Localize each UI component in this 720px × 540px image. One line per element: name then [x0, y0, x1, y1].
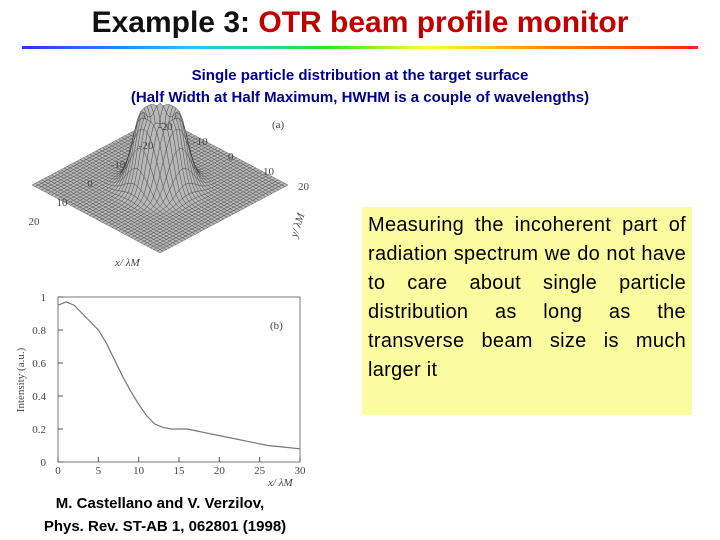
- axis-label: x/ λM: [114, 257, 140, 269]
- surface-plot: [31, 102, 289, 254]
- annotation: (b): [270, 320, 283, 332]
- tick-label: 20: [298, 181, 310, 193]
- title-lead: Example 3:: [92, 6, 250, 39]
- y-tick-label: 0.4: [32, 391, 46, 403]
- subtitle: Single particle distribution at the targ…: [192, 67, 529, 84]
- x-tick-label: 25: [254, 465, 266, 477]
- x-tick-label: 5: [96, 465, 102, 477]
- y-axis-label: Intensity (a.u.): [15, 347, 27, 412]
- note-box: Measuring the incoherent part of radiati…: [362, 207, 692, 415]
- tick-label: 10: [263, 166, 275, 178]
- subtitle: (Half Width at Half Maximum, HWHM is a c…: [131, 89, 589, 106]
- axis-label: y/ λM: [288, 211, 308, 240]
- x-tick-label: 30: [295, 465, 307, 477]
- y-tick-label: 0.8: [32, 325, 46, 337]
- y-tick-label: 0: [41, 457, 47, 469]
- tick-label: 0: [228, 151, 234, 163]
- citation: Phys. Rev. ST-AB 1, 062801 (1998): [44, 518, 286, 535]
- tick-label: -10: [193, 136, 208, 148]
- y-tick-label: 0.6: [32, 358, 46, 370]
- x-tick-label: 15: [174, 465, 186, 477]
- tick-label: 0: [87, 178, 93, 190]
- tick-label: -20: [139, 140, 154, 152]
- tick-label: -20: [158, 121, 173, 133]
- title: Example 3: OTR beam profile monitor: [92, 6, 629, 39]
- x-tick-label: 0: [55, 465, 61, 477]
- tick-label: 10: [57, 197, 69, 209]
- y-tick-label: 1: [41, 292, 47, 304]
- x-axis-label: x/ λM: [267, 477, 293, 489]
- panel-label: (a): [272, 119, 285, 131]
- plot-frame: [57, 296, 301, 463]
- tick-label: 20: [29, 216, 41, 228]
- title-rest: OTR beam profile monitor: [258, 6, 628, 39]
- y-tick-label: 0.2: [32, 424, 46, 436]
- tick-label: -10: [111, 159, 126, 171]
- citation: M. Castellano and V. Verzilov,: [56, 495, 264, 512]
- x-tick-label: 10: [133, 465, 145, 477]
- curve: [57, 301, 301, 450]
- rule: [22, 46, 698, 49]
- mesh-cell: [156, 249, 164, 254]
- x-tick-label: 20: [214, 465, 226, 477]
